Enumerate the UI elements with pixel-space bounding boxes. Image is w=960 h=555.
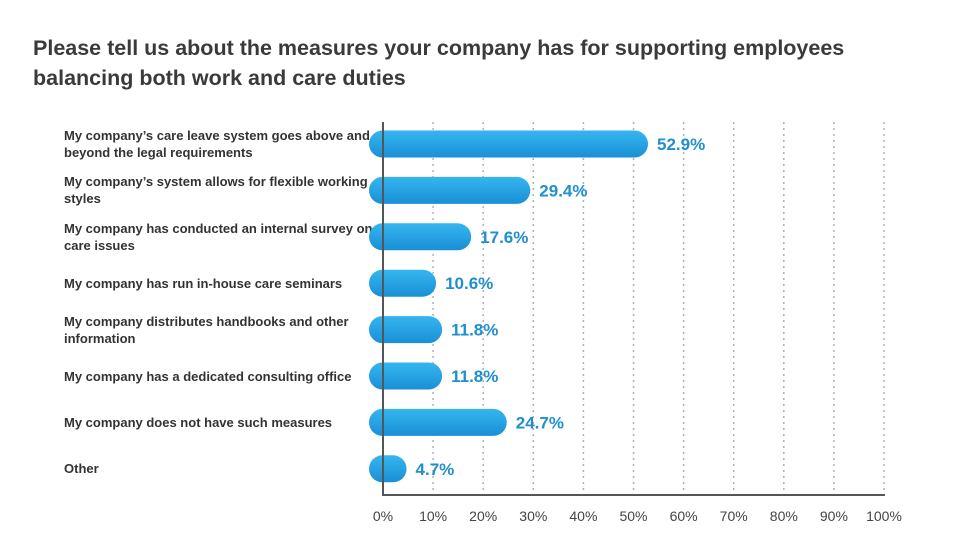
value-label: 10.6% xyxy=(445,274,493,293)
x-tick-label: 0% xyxy=(373,508,393,524)
x-tick-label: 80% xyxy=(770,508,798,524)
value-label: 17.6% xyxy=(480,228,528,247)
x-tick-label: 50% xyxy=(619,508,647,524)
bar xyxy=(369,269,437,297)
category-label: My company’s system allows for flexible … xyxy=(64,174,368,207)
value-label: 11.8% xyxy=(451,367,498,386)
x-tick-label: 20% xyxy=(469,508,497,524)
bar xyxy=(369,362,443,390)
category-label: My company distributes handbooks and oth… xyxy=(64,313,349,346)
value-label: 11.8% xyxy=(451,321,498,340)
gridlines xyxy=(432,122,885,495)
value-label: 24.7% xyxy=(516,413,564,432)
x-tick-label: 40% xyxy=(569,508,597,524)
category-label: My company has run in-house care seminar… xyxy=(64,275,343,291)
category-label: Other xyxy=(64,461,99,477)
bar xyxy=(369,176,531,204)
category-label: My company’s care leave system goes abov… xyxy=(64,128,370,160)
x-tick-label: 100% xyxy=(866,508,902,524)
bar xyxy=(369,316,443,344)
x-tick-label: 60% xyxy=(670,508,698,524)
bars xyxy=(369,130,649,483)
x-tick-labels: 0% 10% 20% 30% 40% 50% 60% 70% 80% 90% 100% xyxy=(373,508,902,524)
bar xyxy=(369,408,507,436)
x-tick-label: 70% xyxy=(720,508,748,524)
value-label: 52.9% xyxy=(657,135,705,154)
chart-title: Please tell us about the measures your c… xyxy=(33,36,845,90)
x-tick-label: 10% xyxy=(419,508,447,524)
x-tick-label: 90% xyxy=(820,508,848,524)
x-tick-label: 30% xyxy=(519,508,547,524)
value-label: 4.7% xyxy=(416,460,455,479)
bar xyxy=(369,130,649,158)
bar xyxy=(369,223,472,251)
value-label: 29.4% xyxy=(539,181,587,200)
value-labels: 52.9% 29.4% 17.6% 10.6% 11.8% 11.8% 24.7% 4.7% xyxy=(416,135,706,479)
bar xyxy=(369,455,407,483)
axes xyxy=(382,122,885,496)
category-label: My company has conducted an internal sur… xyxy=(64,220,373,253)
category-label: My company does not have such measures xyxy=(64,414,333,430)
category-label: My company has a dedicated consulting of… xyxy=(64,368,352,384)
